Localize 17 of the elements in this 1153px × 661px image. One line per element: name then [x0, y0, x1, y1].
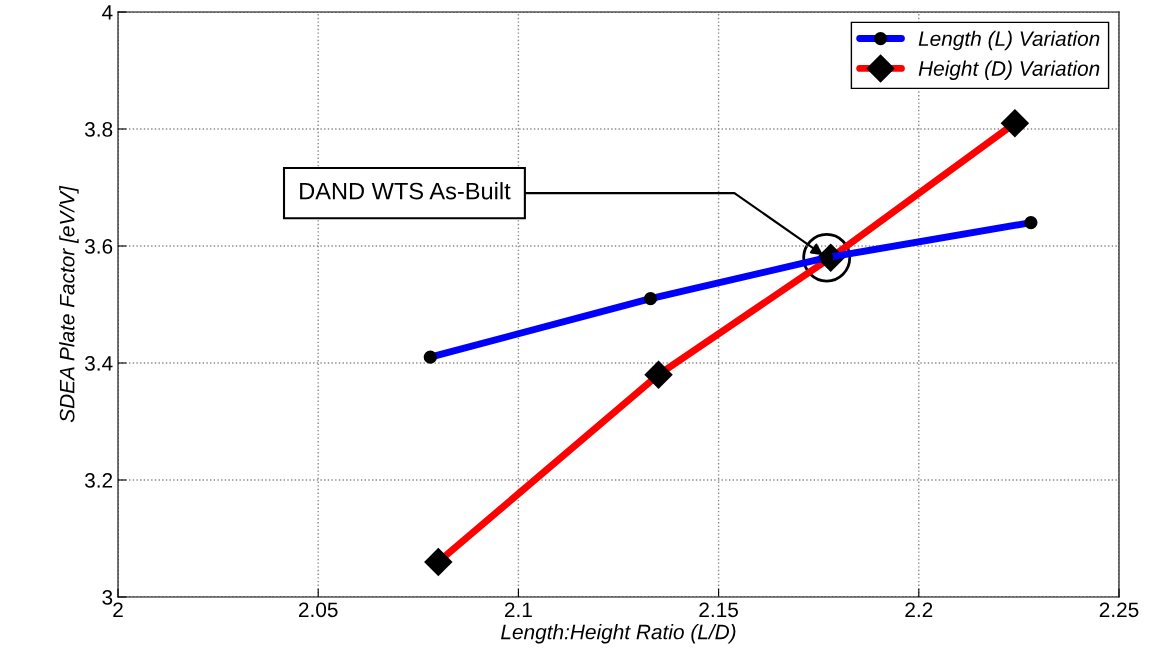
x-tick-label: 2.25	[1099, 602, 1139, 618]
x-tick-label: 2.15	[699, 602, 738, 618]
y-tick-label: 3.4	[84, 356, 113, 371]
x-tick-label: 2.1	[504, 602, 532, 617]
y-tick-label: 3.6	[84, 239, 113, 254]
x-tick-label: 2.05	[298, 602, 338, 618]
x-tick-label: 2.2	[905, 602, 933, 617]
annotation: DAND WTS As-Built	[300, 182, 511, 200]
y-tick-label: 3.2	[84, 473, 113, 488]
legend-label: Length (L) Variation	[918, 30, 1100, 51]
y-tick-label: 3.8	[84, 122, 113, 137]
legend-label: Height (D) Variation	[918, 60, 1100, 81]
y-axis-title: SDEA Plate Factor [eV/V]	[59, 185, 79, 423]
x-axis-title: Length:Height Ratio (L/D)	[501, 624, 736, 644]
y-tick-label: 4	[102, 5, 113, 20]
y-tick-label: 3	[102, 590, 113, 605]
x-tick-label: 2	[113, 602, 123, 617]
